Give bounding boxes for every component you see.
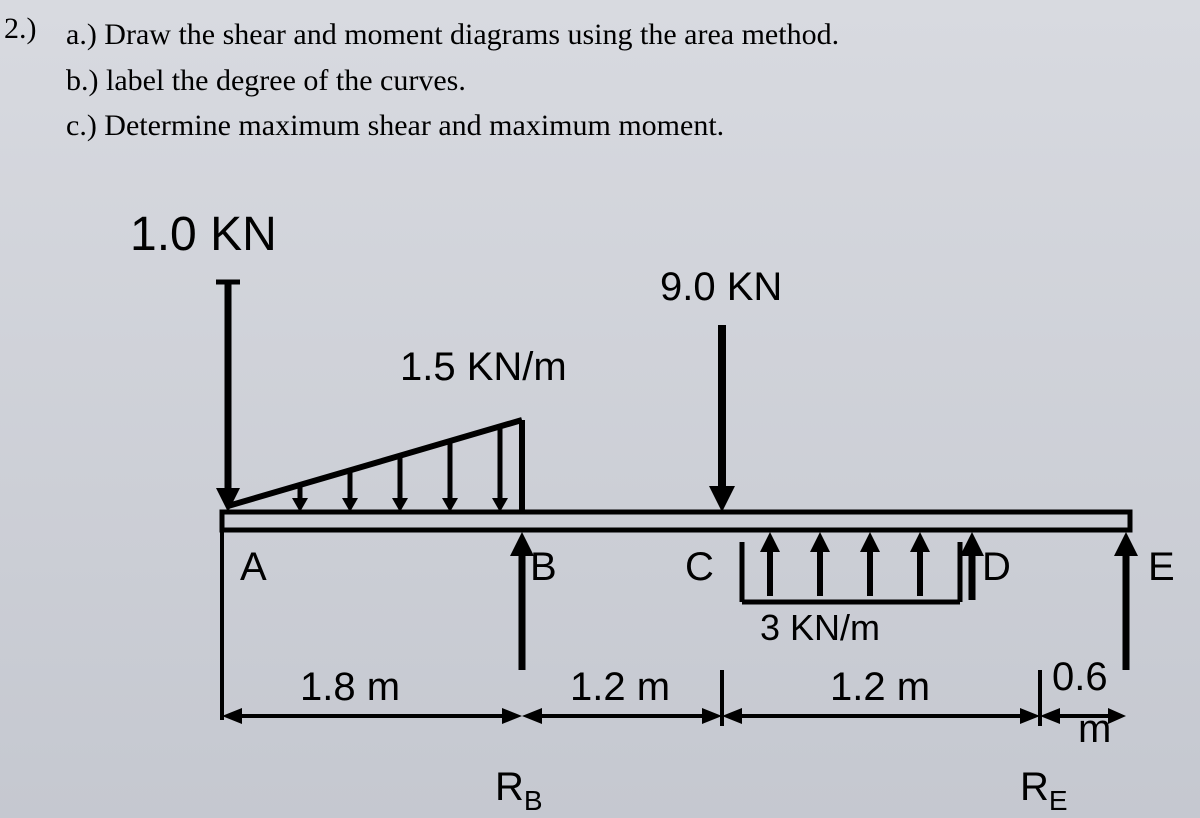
load-A-label: 1.0 KN: [130, 208, 277, 261]
uniform-up-label: 3 KN/m: [760, 607, 880, 648]
load-C-label: 9.0 KN: [660, 265, 782, 309]
triangular-load: [228, 420, 522, 512]
point-D-label: D: [982, 545, 1011, 589]
point-C-label: C: [685, 545, 714, 589]
dim-BC: 1.2 m: [570, 665, 670, 709]
question-number: 2.): [4, 12, 37, 46]
reaction-E-label: RE: [1020, 765, 1068, 810]
triangular-load-label: 1.5 KN/m: [400, 345, 567, 389]
prompt-line-a: a.) Draw the shear and moment diagrams u…: [66, 12, 839, 58]
point-A-label: A: [240, 545, 267, 589]
uniform-up-load: [742, 532, 960, 602]
prompt: a.) Draw the shear and moment diagrams u…: [66, 12, 839, 149]
reaction-D-arrow: [960, 532, 984, 600]
dim-CD: 1.2 m: [830, 665, 930, 709]
reaction-B-arrow: [510, 532, 534, 670]
prompt-line-b: b.) label the degree of the curves.: [66, 58, 839, 104]
load-C-arrow: [709, 325, 735, 512]
beam-outline: [222, 512, 1130, 530]
dim-AB: 1.8 m: [300, 665, 400, 709]
prompt-line-c: c.) Determine maximum shear and maximum …: [66, 103, 839, 149]
point-B-label: B: [530, 545, 557, 589]
reaction-E-arrow: [1114, 532, 1138, 670]
point-E-label: E: [1148, 545, 1175, 589]
dim-DE-unit: m: [1078, 707, 1111, 751]
reaction-B-label: RB: [495, 765, 543, 810]
dim-DE: 0.6: [1052, 655, 1108, 699]
load-A-arrow: [216, 282, 240, 512]
beam-figure: 1.0 KN: [0, 190, 1200, 810]
beam-svg: 1.0 KN: [0, 190, 1200, 810]
